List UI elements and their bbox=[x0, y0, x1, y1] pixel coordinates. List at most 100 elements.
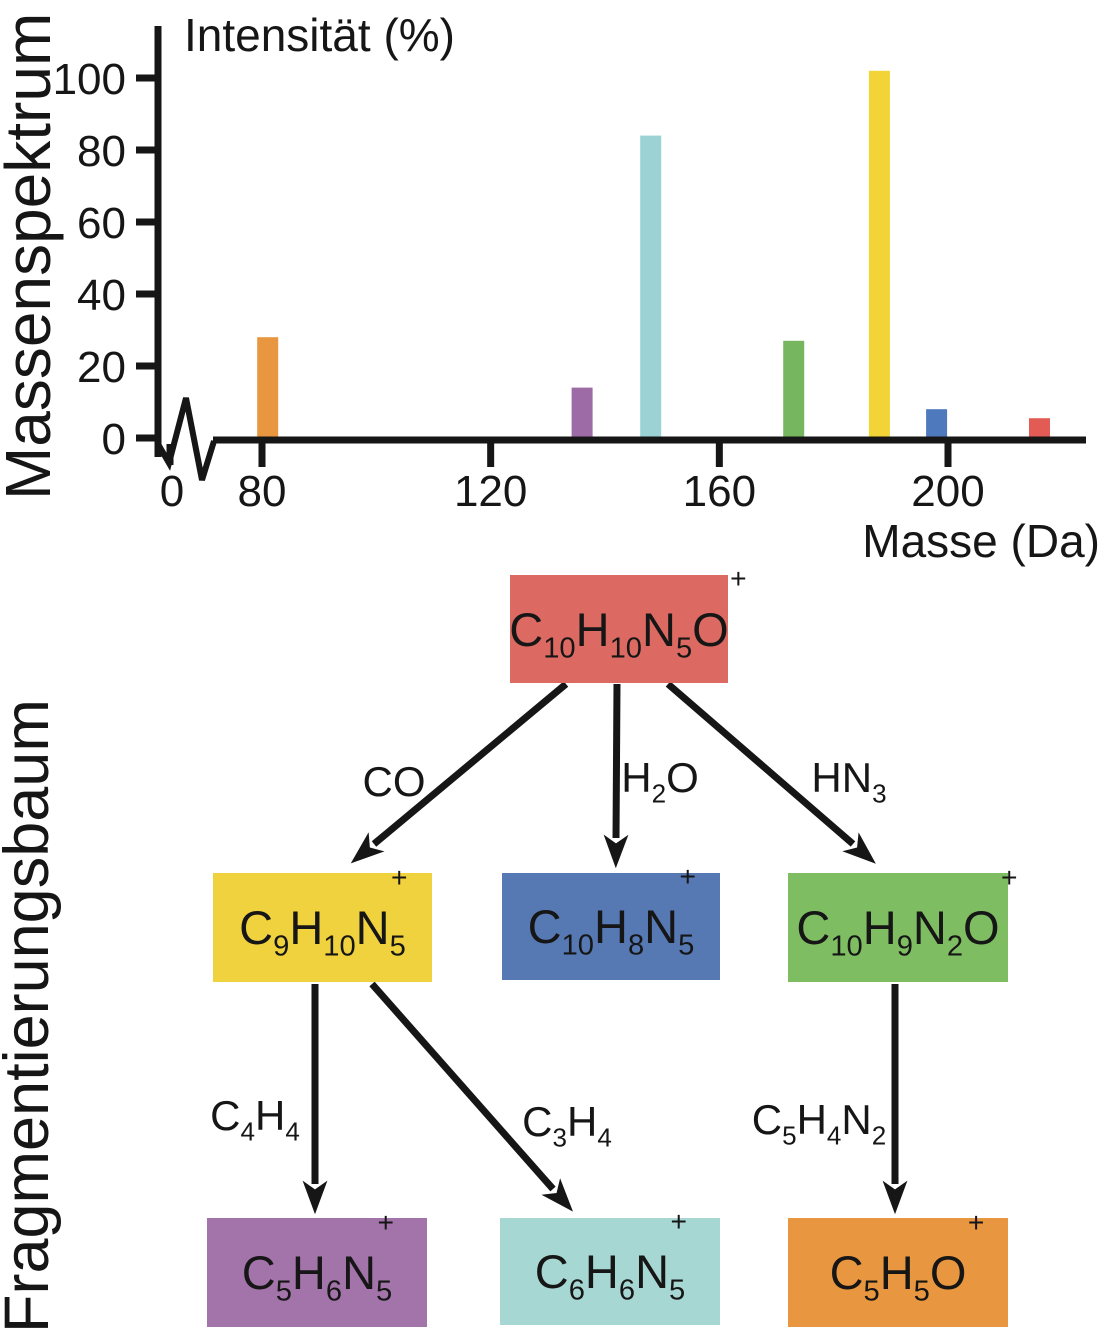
tree-node-h2o-product: C 10 H 8 N 5 + bbox=[502, 859, 720, 980]
formula-subscript-group: 10 bbox=[609, 632, 642, 665]
y-tick-label-40: 40 bbox=[77, 271, 126, 320]
spectrum-bar-188 bbox=[868, 70, 890, 444]
x-tick-label-80: 80 bbox=[238, 467, 287, 516]
arrow-parent-to-hn3-product bbox=[665, 681, 876, 864]
arrow-parent-to-h2o-product bbox=[603, 683, 629, 869]
formula-element: N bbox=[912, 901, 947, 954]
formula-element: C bbox=[239, 901, 274, 954]
formula-subscript-group: 4 bbox=[285, 1116, 300, 1147]
x-tick-label-120: 120 bbox=[454, 467, 527, 516]
formula-element: H bbox=[594, 900, 628, 953]
formula-subscript-group: 5 bbox=[782, 1120, 797, 1151]
y-tick-label-20: 20 bbox=[77, 343, 126, 392]
tree-node-c3h4-product: C 6 H 6 N 5 + bbox=[500, 1204, 720, 1325]
formula-subscript-group: 5 bbox=[863, 1275, 880, 1308]
tree-node-c4h4-product: C 5 H 6 N 5 + bbox=[207, 1205, 427, 1327]
formula-subscript-group: 2 bbox=[651, 778, 667, 809]
formula-element: H bbox=[575, 602, 610, 656]
formula-element: H bbox=[289, 901, 324, 954]
edge-label-co-product-to-c3h4-product: C3H4 bbox=[522, 1098, 612, 1153]
formula-subscript-group: 5 + bbox=[389, 860, 408, 963]
formula-element: H bbox=[879, 1246, 914, 1299]
formula-element: HN bbox=[811, 754, 873, 801]
formula-subscript-group: 6 bbox=[618, 1274, 636, 1307]
formula-element: O bbox=[666, 754, 699, 801]
formula-element: N bbox=[342, 1246, 377, 1299]
formula-element: O bbox=[929, 1246, 967, 1299]
formula-element: N bbox=[355, 901, 390, 954]
spectrum-bar-81 bbox=[257, 337, 279, 443]
formula-element: O bbox=[963, 901, 1000, 954]
y-tick-label-0: 0 bbox=[102, 415, 126, 464]
formula-element: N bbox=[644, 900, 679, 953]
formula-subscript-group: 9 bbox=[896, 930, 913, 963]
formula-subscript-group: 5 + bbox=[376, 1205, 394, 1308]
formula-subscript-group: 4 bbox=[240, 1116, 255, 1147]
formula-subscript-group: 5 bbox=[675, 632, 693, 665]
formula-subscript-group: 10 bbox=[830, 930, 863, 963]
formula-element: N bbox=[841, 1096, 872, 1143]
formula-subscript-group: 5 bbox=[275, 1275, 292, 1308]
formula-subscript-group: 5 + bbox=[678, 859, 696, 962]
formula-element: C bbox=[241, 1246, 276, 1299]
edge-label-parent-to-co-product: CO bbox=[363, 758, 426, 806]
formula-element: C bbox=[829, 1246, 864, 1299]
mass-spectrum-chart: 0 20 40 60 80 100 0 80 120 160 200 bbox=[53, 26, 1086, 516]
formula-element: H bbox=[584, 1245, 619, 1298]
x-tick-label-0: 0 bbox=[160, 467, 184, 516]
formula-element: H bbox=[862, 901, 897, 954]
formula-subscript-group: 10 bbox=[561, 929, 595, 962]
formula-element: C bbox=[509, 602, 544, 656]
formula-element: C bbox=[210, 1092, 241, 1139]
formula-subscript-group: 6 bbox=[568, 1274, 585, 1307]
edge-label-parent-to-h2o-product: H2O bbox=[621, 754, 699, 809]
formula-element: N bbox=[635, 1245, 670, 1298]
spectrum-bar-198 bbox=[926, 409, 948, 443]
formula-element: O bbox=[692, 602, 729, 656]
formula-subscript-group: 4 bbox=[826, 1120, 842, 1151]
y-tick-label-60: 60 bbox=[77, 199, 126, 248]
formula-element: H bbox=[291, 1246, 326, 1299]
formula-element: CO bbox=[362, 758, 426, 805]
formula-subscript-group: 3 bbox=[872, 778, 887, 809]
formula-element: C bbox=[796, 901, 831, 954]
formula-element: H bbox=[255, 1092, 286, 1139]
formula-element: H bbox=[567, 1098, 598, 1145]
formula-subscript-group: 9 bbox=[273, 930, 290, 963]
formula-element: H bbox=[796, 1096, 827, 1143]
x-tick-label-200: 200 bbox=[911, 467, 984, 516]
x-tick-label-160: 160 bbox=[683, 467, 756, 516]
formula-element: C bbox=[527, 900, 562, 953]
y-tick-label-80: 80 bbox=[77, 127, 126, 176]
formula-subscript-group: 10 bbox=[323, 930, 356, 963]
tree-node-co-product: C 9 H 10 N 5 + bbox=[213, 860, 432, 982]
y-axis-title: Intensität (%) bbox=[184, 9, 455, 61]
arrow-parent-to-co-product bbox=[350, 681, 569, 864]
formula-element: C bbox=[522, 1098, 553, 1145]
x-axis-break-zigzag bbox=[155, 397, 217, 481]
x-axis-title: Masse (Da) bbox=[862, 515, 1100, 567]
spectrum-bar-136 bbox=[571, 387, 593, 443]
formula-subscript-group: 5 bbox=[913, 1275, 930, 1308]
spectrum-bar-173 bbox=[783, 340, 805, 443]
formula-subscript-group: 10 bbox=[543, 632, 576, 665]
formula-subscript-group: 2 bbox=[946, 930, 964, 963]
formula-subscript-group: 8 bbox=[627, 929, 645, 962]
formula-subscript-group: 2 bbox=[871, 1120, 887, 1151]
edge-label-hn3-product-to-c5h4n2-product: C5H4N2 bbox=[752, 1096, 887, 1151]
edge-label-co-product-to-c4h4-product: C4H4 bbox=[210, 1092, 300, 1147]
formula-element: N bbox=[642, 602, 676, 656]
formula-subscript-group: 4 bbox=[597, 1122, 612, 1153]
arrow-co-product-to-c3h4-product bbox=[369, 981, 574, 1212]
formula-subscript-group: 6 bbox=[325, 1275, 343, 1308]
formula-subscript-group: 3 bbox=[552, 1122, 567, 1153]
formula-subscript-group: 5 + bbox=[669, 1204, 687, 1307]
y-tick-label-100: 100 bbox=[53, 55, 126, 104]
edge-label-parent-to-hn3-product: HN3 bbox=[811, 754, 887, 809]
formula-element: H bbox=[621, 754, 652, 801]
